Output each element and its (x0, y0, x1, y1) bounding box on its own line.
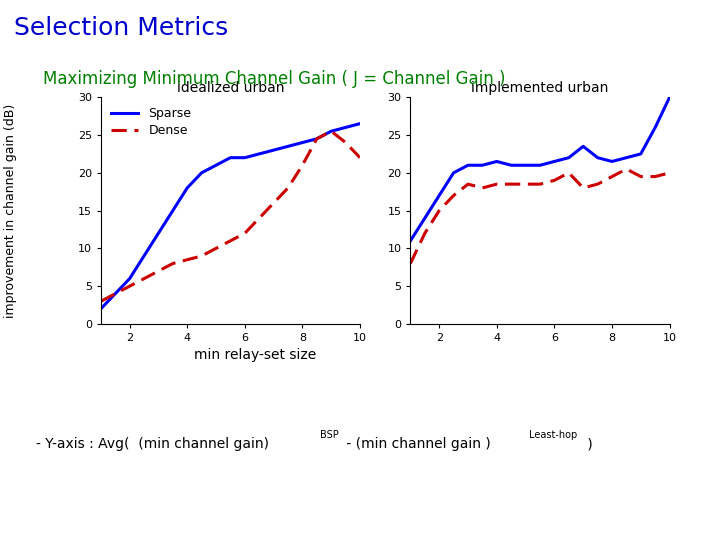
Text: ): ) (583, 437, 593, 451)
Text: improvement in channel gain (dB): improvement in channel gain (dB) (4, 104, 17, 318)
Sparse (284, 143, 292, 150)
Dense (284, 185, 292, 191)
Dense (183, 256, 192, 263)
Sparse (240, 154, 249, 161)
Text: Least-hop: Least-hop (529, 430, 577, 441)
Sparse (298, 139, 307, 146)
Sparse (327, 128, 336, 134)
Dense (96, 298, 105, 305)
Dense (356, 154, 364, 161)
Dense (226, 238, 235, 244)
Sparse (226, 154, 235, 161)
Sparse (197, 170, 206, 176)
Text: min relay-set size: min relay-set size (194, 348, 317, 362)
Dense (125, 283, 134, 289)
Dense (240, 230, 249, 237)
Sparse (341, 124, 350, 131)
Dense (168, 260, 177, 267)
Sparse (140, 253, 148, 259)
Dense (327, 128, 336, 134)
Sparse (125, 275, 134, 282)
Text: BSP: BSP (320, 430, 339, 441)
Dense (197, 253, 206, 259)
Dense (111, 291, 120, 297)
Text: Selection Metrics: Selection Metrics (14, 16, 229, 40)
Title: idealized urban: idealized urban (176, 80, 284, 94)
Dense (269, 200, 278, 206)
Sparse (154, 230, 163, 237)
Text: Maximizing Minimum Channel Gain ( J = Channel Gain ): Maximizing Minimum Channel Gain ( J = Ch… (43, 70, 505, 88)
Sparse (255, 151, 264, 157)
Line: Dense: Dense (101, 131, 360, 301)
Dense (341, 139, 350, 146)
Dense (212, 245, 220, 252)
Legend: Sparse, Dense: Sparse, Dense (107, 104, 195, 141)
Sparse (111, 291, 120, 297)
Dense (154, 268, 163, 274)
Sparse (168, 207, 177, 214)
Sparse (183, 185, 192, 191)
Dense (140, 275, 148, 282)
Sparse (212, 162, 220, 168)
Line: Sparse: Sparse (101, 124, 360, 309)
Sparse (312, 136, 321, 142)
Sparse (269, 147, 278, 153)
Dense (312, 136, 321, 142)
Dense (255, 215, 264, 221)
Text: - Y-axis : Avg(  (min channel gain): - Y-axis : Avg( (min channel gain) (36, 437, 269, 451)
Sparse (96, 306, 105, 312)
Text: - (min channel gain ): - (min channel gain ) (342, 437, 491, 451)
Title: implemented urban: implemented urban (472, 80, 608, 94)
Sparse (356, 120, 364, 127)
Dense (298, 162, 307, 168)
